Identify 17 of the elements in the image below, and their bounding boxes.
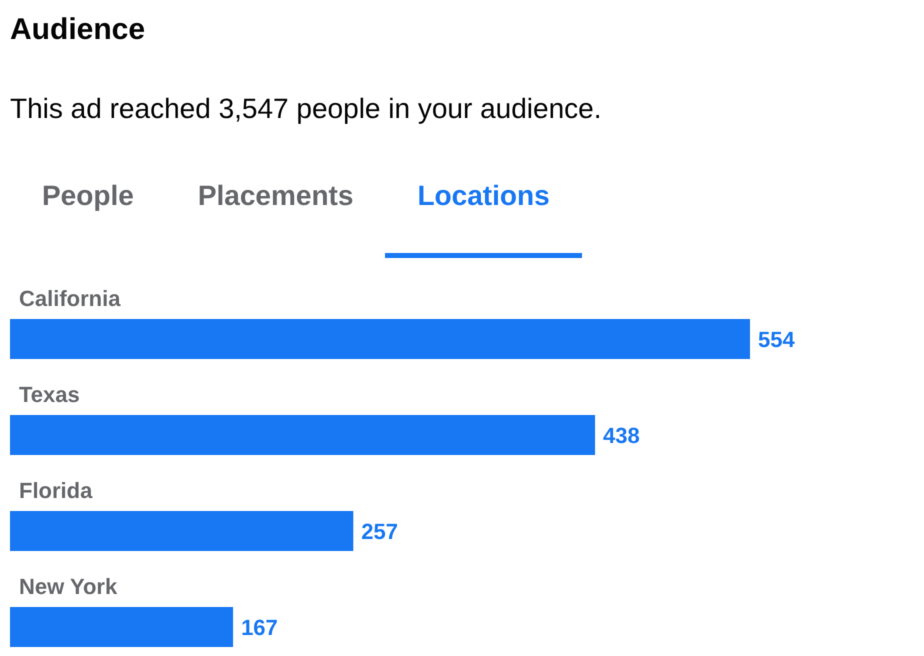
data-label: 167 [241, 614, 278, 640]
y-tick-label: New York [19, 574, 118, 599]
y-tick-label: Texas [19, 382, 80, 407]
text: People [41, 180, 135, 213]
bar [10, 415, 596, 455]
bar [10, 511, 354, 551]
data-label: 257 [361, 518, 398, 544]
bar [10, 319, 750, 359]
data-label: 438 [603, 422, 640, 448]
y-tick-label: California [19, 286, 122, 311]
text: Placements [196, 180, 354, 213]
chart-subtitle: This ad reached 3,547 people in your audience. [10, 93, 602, 125]
y-tick-label: Florida [19, 478, 94, 503]
chart-title: Audience [10, 13, 146, 47]
text: Locations [416, 180, 551, 213]
data-label: 554 [758, 326, 796, 352]
bar [10, 607, 234, 647]
